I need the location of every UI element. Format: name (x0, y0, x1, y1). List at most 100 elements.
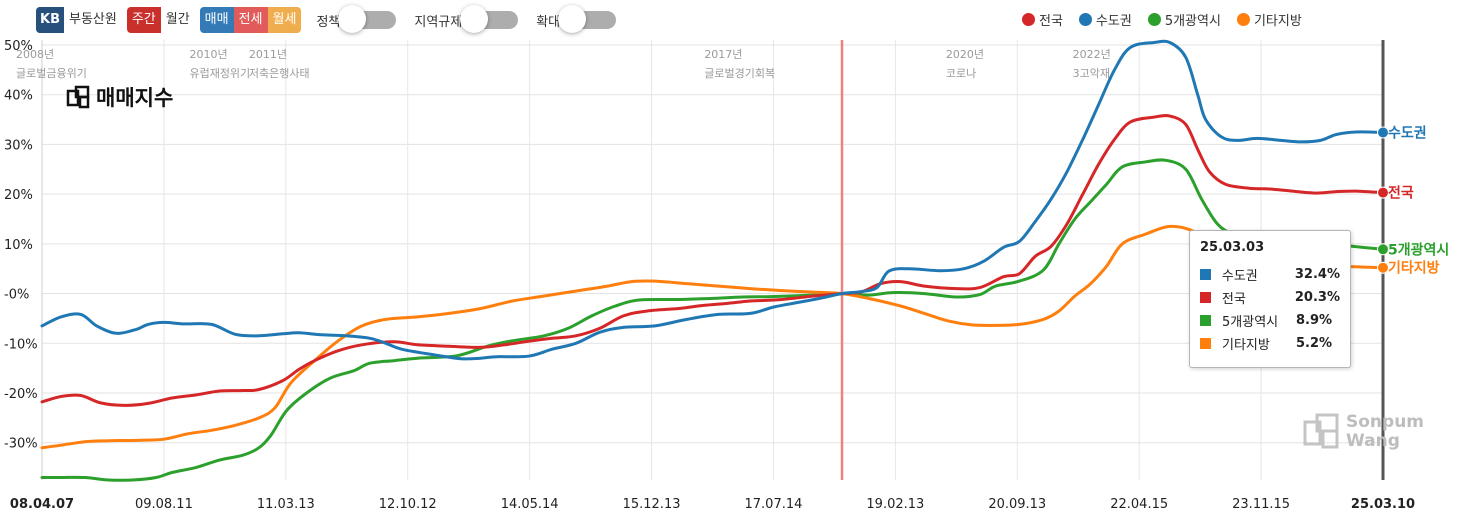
legend-item-national[interactable]: 전국 (1022, 10, 1063, 29)
wolse-button[interactable]: 월세 (267, 7, 302, 33)
tooltip: 25.03.03 수도권 32.4% 전국 20.3% 5개광역시 8.9% 기타지방… (1189, 230, 1351, 368)
event-label: 코로나 (946, 67, 976, 80)
kb-source-button[interactable]: KB (36, 7, 64, 33)
tooltip-name: 5개광역시 (1222, 315, 1279, 330)
end-point-capital (1377, 126, 1389, 139)
chart-title: 매매지수 (66, 82, 173, 112)
building-logo-icon (66, 85, 90, 109)
y-tick-label: 20% (4, 188, 33, 203)
source-toggle-group: KB 부동산원 (36, 7, 122, 33)
watermark-line1: Sonpum (1346, 412, 1425, 432)
end-label-metro5: 5개광역시 (1388, 241, 1449, 258)
end-point-national (1377, 186, 1389, 199)
event-year-label: 2022년 (1073, 48, 1111, 61)
tooltip-value: 5.2% (1296, 336, 1333, 351)
tooltip-row: 전국 20.3% (1200, 286, 1340, 309)
event-year-label: 2017년 (704, 48, 742, 61)
end-label-other: 기타지방 (1388, 260, 1440, 277)
event-label: 저축은행사태 (249, 67, 310, 80)
event-label: 글로벌경기회복 (704, 67, 775, 80)
watermark-text: Sonpum Wang (1346, 413, 1424, 451)
tooltip-name: 기타지방 (1222, 338, 1270, 353)
x-tick-label: 20.09.13 (988, 497, 1046, 512)
tooltip-swatch (1200, 269, 1211, 280)
x-tick-label: 15.12.13 (623, 497, 681, 512)
tooltip-value: 8.9% (1296, 313, 1333, 328)
x-tick-label: 12.10.12 (379, 497, 437, 512)
y-tick-label: 10% (4, 238, 33, 253)
type-toggle-group: 매매 전세 월세 (199, 7, 302, 33)
watermark-logo-icon (1303, 413, 1339, 449)
y-tick-label: -30% (4, 437, 38, 452)
legend-label: 기타지방 (1253, 14, 1302, 29)
event-label: 3고악재 (1073, 67, 1110, 80)
event-year-label: 2011년 (249, 48, 287, 61)
y-tick-label: 30% (4, 138, 33, 153)
series-line-capital (40, 39, 1385, 361)
legend-dot-icon (1078, 13, 1092, 26)
toolbar: KB 부동산원 주간 월간 매매 전세 월세 정책 지역규제 확대 (36, 5, 617, 34)
regulation-toggle[interactable] (460, 5, 519, 33)
watermark-line2: Wang (1346, 431, 1400, 451)
y-tick-label: -10% (4, 337, 38, 352)
period-toggle-group: 주간 월간 (126, 7, 195, 33)
event-label: 글로벌금융위기 (16, 67, 87, 80)
policy-toggle-label: 정책 (316, 14, 341, 30)
watermark: Sonpum Wang (1302, 412, 1424, 452)
x-tick-label: 14.05.14 (501, 497, 559, 512)
event-year-label: 2010년 (189, 48, 227, 61)
event-year-label: 2020년 (946, 48, 984, 61)
legend-label: 수도권 (1095, 14, 1132, 29)
tooltip-value: 20.3% (1294, 290, 1340, 305)
x-tick-label: 25.03.10 (1351, 497, 1415, 512)
tooltip-name: 전국 (1221, 292, 1246, 307)
y-tick-label: -0% (4, 288, 29, 303)
x-tick-label: 22.04.15 (1110, 497, 1168, 512)
x-tick-label: 11.03.13 (257, 497, 315, 512)
tooltip-row: 기타지방 5.2% (1200, 332, 1340, 355)
end-point-metro5 (1377, 243, 1389, 256)
weekly-button[interactable]: 주간 (126, 7, 161, 33)
tooltip-row: 수도권 32.4% (1200, 263, 1340, 286)
tooltip-swatch (1200, 315, 1211, 326)
monthly-button[interactable]: 월간 (160, 7, 195, 33)
x-tick-label: 08.04.07 (10, 497, 74, 512)
x-tick-label: 23.11.15 (1232, 497, 1290, 512)
chart-title-text: 매매지수 (96, 86, 174, 110)
tooltip-name: 수도권 (1221, 269, 1258, 284)
legend-label: 5개광역시 (1164, 14, 1221, 29)
y-tick-label: 40% (4, 89, 33, 104)
legend-item-metro5[interactable]: 5개광역시 (1147, 10, 1221, 29)
y-tick-label: 50% (4, 39, 33, 54)
x-tick-label: 19.02.13 (866, 497, 924, 512)
end-point-other (1377, 261, 1389, 274)
zoom-toggle-label: 확대 (536, 14, 561, 30)
regulation-toggle-wrap: 지역규제 (414, 5, 519, 33)
policy-toggle[interactable] (338, 5, 397, 33)
policy-toggle-wrap: 정책 (316, 5, 397, 33)
end-label-national: 전국 (1388, 185, 1414, 202)
sale-button[interactable]: 매매 (199, 7, 234, 33)
legend-dot-icon (1022, 13, 1035, 26)
tooltip-row: 5개광역시 8.9% (1200, 309, 1340, 332)
zoom-toggle-wrap: 확대 (536, 5, 617, 33)
series-line-national (40, 114, 1385, 407)
zoom-toggle[interactable] (558, 5, 617, 33)
legend-item-other[interactable]: 기타지방 (1236, 10, 1302, 29)
legend-dot-icon (1147, 13, 1161, 26)
event-label: 유럽재정위기 (189, 66, 250, 80)
regulation-toggle-label: 지역규제 (414, 14, 463, 30)
tooltip-swatch (1200, 292, 1211, 303)
legend-label: 전국 (1039, 14, 1063, 29)
series-line-metro5 (40, 158, 1385, 482)
legend-item-capital[interactable]: 수도권 (1078, 10, 1132, 29)
x-tick-label: 17.07.14 (745, 497, 803, 512)
legend: 전국 수도권 5개광역시 기타지방 (1022, 10, 1318, 29)
jeonse-button[interactable]: 전세 (233, 7, 268, 33)
y-tick-label: -20% (4, 387, 38, 402)
tooltip-swatch (1200, 338, 1211, 349)
reb-source-button[interactable]: 부동산원 (63, 7, 122, 33)
x-tick-label: 09.08.11 (135, 497, 193, 512)
tooltip-date: 25.03.03 (1200, 240, 1265, 255)
